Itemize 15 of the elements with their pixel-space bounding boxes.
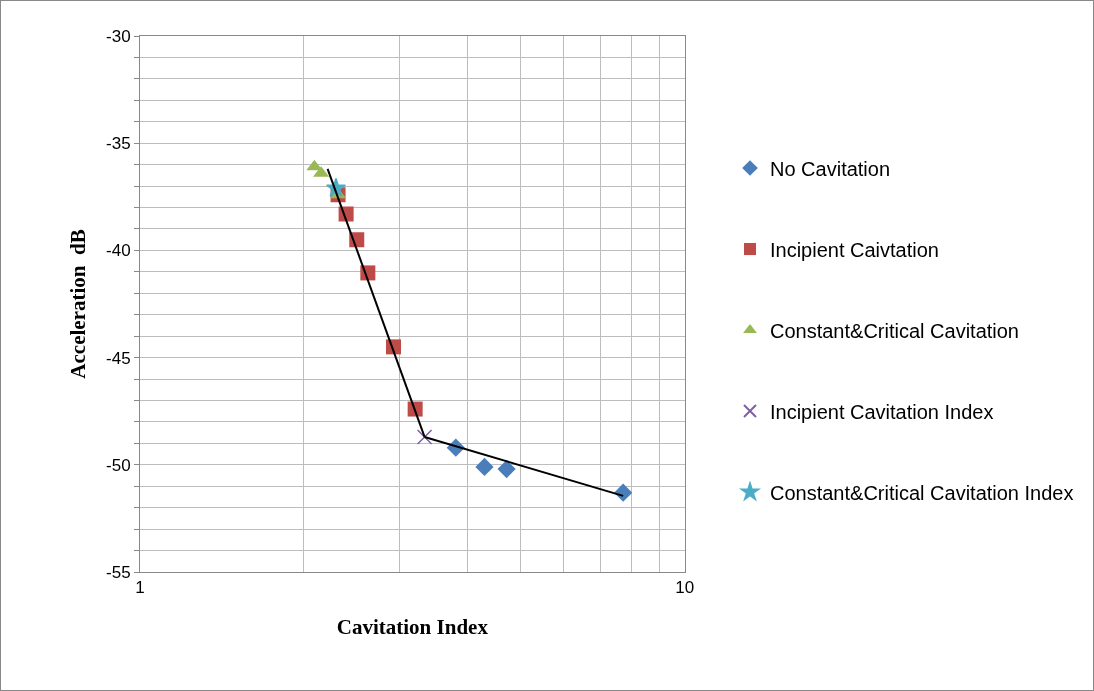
legend-label: No Cavitation [770, 157, 891, 180]
legend-label: Constant&Critical Cavitation [770, 319, 1019, 342]
y-tick-label: -40 [106, 241, 131, 261]
y-tick-label: -45 [106, 348, 131, 368]
y-tick-label: -55 [106, 562, 131, 582]
legend-label: Incipient Cavitation Index [770, 400, 994, 423]
x-tick-label: 1 [135, 578, 145, 598]
y-tick-label: -50 [106, 455, 131, 475]
x-axis-title: Cavitation Index [336, 614, 489, 639]
y-axis-title: Acceleration dB [66, 229, 91, 379]
legend-label: Constant&Critical Cavitation Index [770, 481, 1074, 504]
legend-label: Incipient Caivtation [770, 238, 939, 261]
x-tick-label: 10 [675, 578, 695, 598]
y-tick-label: -30 [106, 26, 131, 46]
y-tick-label: -35 [106, 134, 131, 154]
